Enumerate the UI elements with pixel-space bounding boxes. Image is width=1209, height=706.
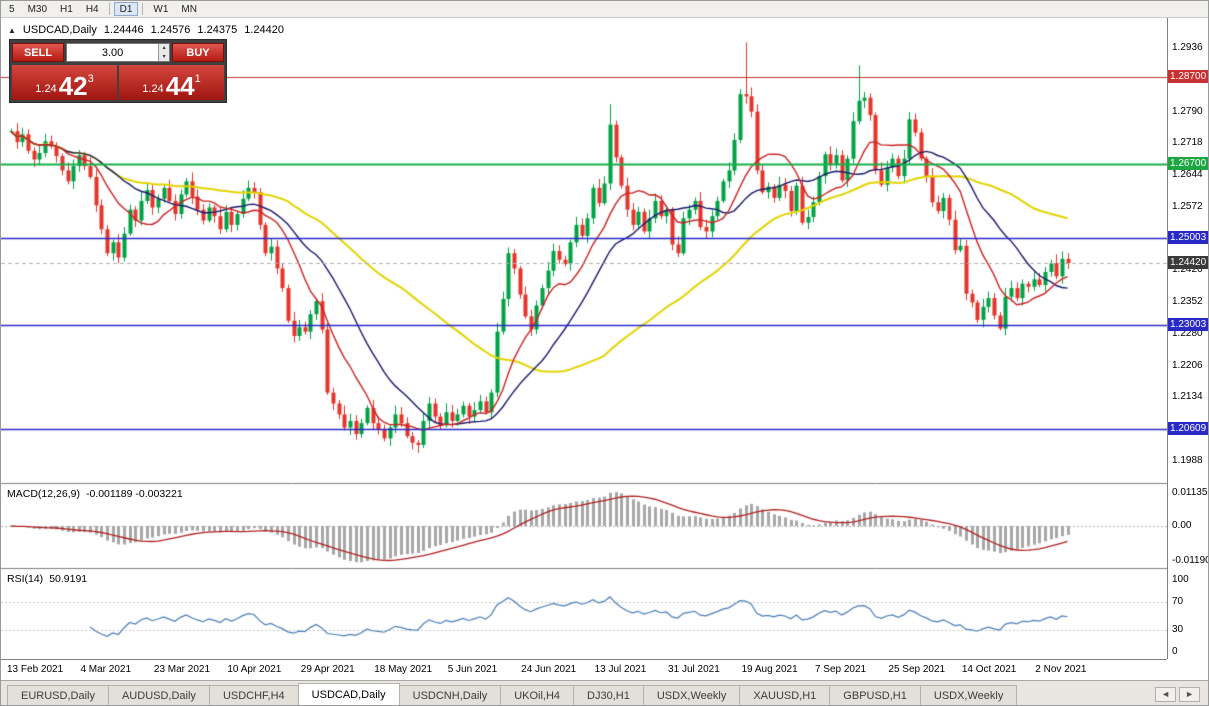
tabs-scroll-left-button[interactable]: ◄ — [1155, 686, 1177, 702]
chart-tab-eurusd-daily[interactable]: EURUSD,Daily — [7, 685, 109, 705]
price-chart-canvas[interactable] — [1, 18, 1167, 660]
price-axis-tick: 1.2790 — [1172, 105, 1203, 117]
timeframe-button-h4[interactable]: H4 — [80, 2, 105, 16]
rsi-axis-label: 0 — [1172, 646, 1178, 657]
price-axis-tick: 1.2206 — [1172, 360, 1203, 372]
price-axis-tick: 1.2280 — [1172, 327, 1203, 339]
date-axis-label: 31 Jul 2021 — [668, 664, 720, 675]
sell-price-display[interactable]: 1.24 42 3 — [12, 65, 117, 100]
date-axis-label: 19 Aug 2021 — [741, 664, 798, 675]
chart-tab-gbpusd-h1[interactable]: GBPUSD,H1 — [829, 685, 921, 705]
price-axis-tick: 1.2426 — [1172, 264, 1203, 276]
chart-tab-ukoil-h4[interactable]: UKOil,H4 — [500, 685, 575, 705]
rsi-indicator-label: RSI(14) 50.9191 — [7, 573, 87, 585]
timeframe-button-mn[interactable]: MN — [175, 2, 203, 16]
date-axis-label: 4 Mar 2021 — [80, 664, 132, 675]
price-badge-1.26700: 1.26700 — [1168, 156, 1208, 170]
buy-price-pip-digit: 1 — [194, 73, 201, 85]
date-axis-label: 13 Feb 2021 — [7, 664, 64, 675]
date-axis-label: 2 Nov 2021 — [1035, 664, 1087, 675]
volume-decrease-button[interactable]: ▾ — [159, 52, 169, 61]
date-axis[interactable]: 13 Feb 2021 4 Mar 2021 23 Mar 2021 10 Apr 2… — [1, 659, 1167, 681]
macd-axis-label: 0.00 — [1172, 520, 1192, 531]
date-axis-label: 25 Sep 2021 — [888, 664, 946, 675]
ohlc-close: 1.24420 — [244, 24, 284, 36]
chart-tab-usdchf-h4[interactable]: USDCHF,H4 — [208, 685, 299, 705]
macd-axis-label: -0.01190 — [1172, 554, 1209, 566]
date-axis-label: 24 Jun 2021 — [521, 664, 577, 675]
rsi-value: 50.9191 — [49, 573, 88, 585]
macd-indicator-label: MACD(12,26,9) -0.001189 -0.003221 — [7, 488, 183, 500]
timeframe-button-d1[interactable]: D1 — [113, 2, 139, 16]
rsi-title: RSI(14) — [7, 573, 44, 585]
price-axis-tick: 1.2352 — [1172, 296, 1203, 308]
date-axis-label: 18 May 2021 — [374, 664, 433, 675]
sell-price-prefix: 1.24 — [35, 83, 57, 95]
chart-tab-usdcnh-daily[interactable]: USDCNH,Daily — [398, 685, 502, 705]
chart-title: ▲ USDCAD,Daily 1.24446 1.24576 1.24375 1… — [8, 24, 284, 36]
tabs-scroll-right-button[interactable]: ► — [1179, 686, 1200, 702]
chart-expand-icon[interactable]: ▲ — [8, 25, 16, 35]
date-axis-label: 7 Sep 2021 — [814, 664, 867, 675]
timeframe-button-m30[interactable]: M30 — [22, 2, 53, 16]
price-axis-tick: 1.2718 — [1172, 136, 1203, 148]
chart-tab-dj30-h1[interactable]: DJ30,H1 — [573, 685, 644, 705]
tabs-scroll-buttons: ◄ ► — [1155, 686, 1200, 702]
toolbar-separator — [142, 3, 144, 15]
price-badge-1.25003: 1.25003 — [1168, 230, 1208, 244]
buy-price-display[interactable]: 1.24 44 1 — [119, 65, 224, 100]
sell-price-pip-digit: 3 — [87, 73, 94, 85]
price-axis-tick: 1.2572 — [1172, 200, 1203, 212]
chart-symbol-label: USDCAD,Daily — [22, 24, 97, 36]
ohlc-high: 1.24576 — [150, 24, 191, 36]
date-axis-label: 29 Apr 2021 — [300, 664, 355, 675]
buy-button[interactable]: BUY — [172, 43, 224, 62]
macd-values: -0.001189 -0.003221 — [85, 488, 183, 500]
macd-axis-label: 0.01135 — [1172, 486, 1208, 498]
rsi-axis-label: 30 — [1172, 624, 1184, 636]
price-badge-1.23003: 1.23003 — [1168, 317, 1208, 331]
price-axis-tick: 1.2936 — [1172, 42, 1203, 53]
volume-input[interactable] — [67, 44, 159, 61]
price-badge-1.28700: 1.28700 — [1168, 69, 1208, 83]
buy-price-big-digits: 44 — [165, 71, 195, 101]
chart-tab-xauusd-h1[interactable]: XAUUSD,H1 — [739, 685, 831, 705]
price-badge-1.24420: 1.24420 — [1168, 256, 1208, 270]
price-badge-1.20609: 1.20609 — [1168, 422, 1208, 436]
toolbar-separator — [108, 3, 110, 15]
buy-price-prefix: 1.24 — [142, 83, 164, 95]
date-axis-label: 5 Jun 2021 — [447, 664, 498, 675]
volume-increase-button[interactable]: ▴ — [159, 44, 169, 53]
volume-spin-buttons: ▴ ▾ — [158, 44, 169, 61]
sell-button[interactable]: SELL — [12, 43, 64, 62]
chart-tab-usdcad-daily[interactable]: USDCAD,Daily — [297, 683, 400, 705]
timeframe-toolbar: 5 M30 H1 H4 D1 W1 MN — [1, 1, 1208, 18]
volume-stepper[interactable]: ▴ ▾ — [66, 43, 170, 62]
rsi-axis-label: 100 — [1172, 574, 1189, 585]
rsi-axis-label: 70 — [1172, 595, 1184, 607]
chart-tab-audusd-daily[interactable]: AUDUSD,Daily — [107, 685, 210, 705]
date-axis-label: 23 Mar 2021 — [153, 664, 211, 675]
price-axis-tick: 1.1988 — [1172, 455, 1203, 467]
price-axis-tick: 1.2644 — [1172, 169, 1203, 181]
timeframe-button-5[interactable]: 5 — [3, 2, 21, 16]
timeframe-button-h1[interactable]: H1 — [54, 2, 79, 16]
ohlc-low: 1.24375 — [197, 24, 238, 36]
date-axis-label: 10 Apr 2021 — [227, 664, 282, 675]
chart-tab-usdx-weekly[interactable]: USDX,Weekly — [919, 685, 1018, 705]
ohlc-open: 1.24446 — [103, 24, 144, 36]
price-axis-tick: 1.2134 — [1172, 391, 1203, 403]
chart-tab-bar: EURUSD,Daily AUDUSD,Daily USDCHF,H4 USDCAD,… — [1, 680, 1208, 705]
price-axis[interactable]: 1.29361.27901.27181.26441.25721.25001.24… — [1167, 18, 1209, 659]
timeframe-button-w1[interactable]: W1 — [147, 2, 174, 16]
chart-tab-usdx-weekly[interactable]: USDX,Weekly — [642, 685, 741, 705]
one-click-trading-panel: SELL ▴ ▾ BUY 1.24 42 3 1.24 44 1 — [9, 39, 227, 103]
macd-title: MACD(12,26,9) — [7, 488, 80, 500]
sell-price-big-digits: 42 — [58, 71, 88, 101]
date-axis-label: 13 Jul 2021 — [594, 664, 647, 675]
date-axis-label: 14 Oct 2021 — [961, 664, 1017, 675]
